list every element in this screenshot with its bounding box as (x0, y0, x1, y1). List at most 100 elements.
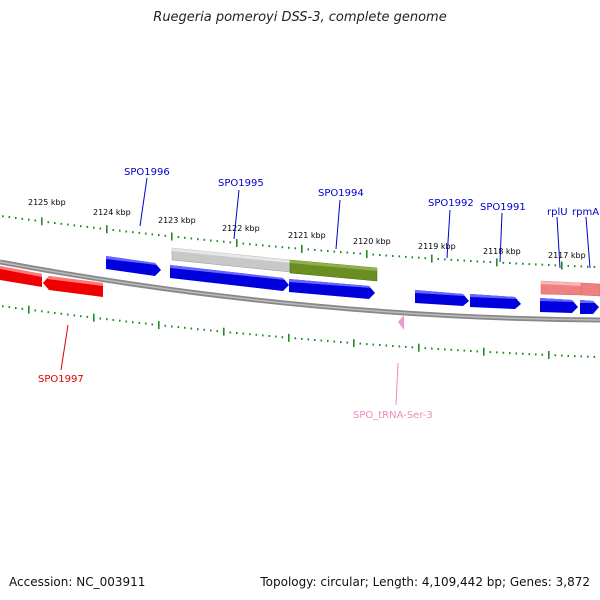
outer-tick-minor (177, 236, 180, 239)
outer-tick-major (301, 244, 303, 253)
inner-tick-minor (444, 348, 446, 351)
outer-tick-minor (476, 260, 479, 263)
gene-label-SPO1994[interactable]: SPO1994 (318, 188, 364, 199)
inner-tick-major (353, 339, 355, 348)
gene-arrow-SPO1994[interactable] (289, 279, 375, 299)
gene-arrow-SPO1991[interactable] (470, 294, 521, 309)
outer-tick-minor (489, 261, 492, 264)
outer-tick-minor (223, 240, 225, 243)
gene-label-rplU[interactable]: rplU (547, 207, 568, 218)
outer-tick-minor (2, 215, 4, 218)
kbp-label-2119: 2119 kbp (418, 242, 456, 251)
inner-tick-minor (372, 343, 375, 346)
inner-tick-minor (450, 348, 453, 351)
outer-tick-minor (119, 229, 121, 232)
outer-tick-minor (379, 254, 381, 256)
outer-tick-minor (125, 230, 128, 233)
outer-tick-minor (437, 258, 440, 260)
gene-SPO1994-selected[interactable] (289, 259, 378, 282)
outer-tick-minor (132, 231, 134, 234)
outer-tick-minor (307, 248, 310, 251)
outer-tick-minor (587, 265, 589, 268)
inner-tick-minor (112, 319, 115, 321)
outer-tick-minor (210, 239, 212, 242)
inner-tick-minor (275, 335, 277, 338)
inner-tick-minor (184, 326, 186, 329)
inner-tick-minor (327, 340, 329, 342)
gene-label-SPO1996[interactable]: SPO1996 (124, 167, 170, 178)
outer-tick-minor (73, 224, 76, 227)
inner-tick-minor (119, 319, 121, 322)
outer-tick-minor (541, 263, 544, 266)
inner-tick-minor (8, 306, 11, 309)
outer-tick-row (2, 215, 596, 270)
outer-tick-minor (509, 262, 511, 265)
kbp-label-2117: 2117 kbp (548, 251, 586, 260)
inner-tick-minor (366, 343, 368, 346)
inner-tick-minor (541, 353, 544, 356)
inner-tick-minor (145, 322, 147, 325)
leader-SPO1995 (233, 189, 240, 240)
inner-tick-minor (509, 352, 511, 355)
genome-summary-text: Topology: circular; Length: 4,109,442 bp… (260, 575, 590, 589)
outer-tick-minor (21, 217, 24, 220)
trna-marker-SPO_tRNA-Ser-3[interactable] (398, 315, 404, 330)
gene-label-SPO_tRNA-Ser-3[interactable]: SPO_tRNA-Ser-3 (353, 410, 433, 421)
outer-tick-major (41, 217, 43, 226)
outer-tick-minor (138, 231, 141, 234)
gene-label-rpmA[interactable]: rpmA (572, 207, 599, 218)
outer-tick-minor (229, 241, 232, 244)
outer-tick-minor (411, 256, 414, 259)
inner-tick-major (28, 305, 30, 314)
inner-tick-minor (515, 352, 518, 355)
outer-tick-minor (567, 264, 570, 267)
outer-tick-minor (535, 263, 537, 266)
gene-label-SPO1997[interactable]: SPO1997 (38, 374, 84, 385)
outer-tick-minor (522, 262, 524, 265)
outer-tick-minor (80, 225, 82, 228)
inner-tick-minor (268, 335, 271, 337)
inner-tick-minor (457, 349, 459, 352)
outer-tick-minor (47, 221, 50, 224)
gene-arrow-rplU[interactable] (540, 298, 578, 313)
feature-bar-rplU[interactable] (540, 280, 582, 296)
gene-arrow-SPO1992[interactable] (415, 290, 469, 306)
inner-tick-minor (359, 342, 362, 345)
gene-label-SPO1992[interactable]: SPO1992 (428, 198, 474, 209)
inner-tick-minor (21, 307, 24, 310)
inner-tick-minor (294, 337, 297, 340)
feature-bar-rpmA[interactable] (580, 282, 600, 297)
gene-arrow-SPO1997[interactable] (43, 276, 103, 297)
outer-tick-minor (424, 257, 427, 260)
gene-block-left-edge[interactable] (0, 266, 42, 287)
gene-arrow-SPO1995[interactable] (170, 265, 289, 291)
inner-tick-minor (307, 338, 310, 341)
kbp-label-2120: 2120 kbp (353, 237, 391, 246)
inner-tick-minor (203, 328, 206, 331)
outer-tick-major (561, 261, 563, 270)
inner-tick-minor (262, 334, 264, 337)
reverse-genes (0, 266, 103, 297)
inner-tick-minor (392, 345, 394, 347)
inner-tick-minor (47, 311, 50, 314)
gene-arrow-SPO1996[interactable] (106, 256, 161, 276)
outer-tick-minor (249, 243, 251, 246)
inner-tick-minor (528, 353, 531, 356)
forward-genes (106, 256, 599, 314)
outer-tick-minor (275, 245, 277, 248)
outer-tick-major (171, 232, 173, 241)
gene-label-SPO1991[interactable]: SPO1991 (480, 202, 526, 213)
inner-tick-minor (67, 313, 69, 316)
gene-arrow-rpmA[interactable] (580, 300, 599, 314)
leader-SPO1996 (139, 177, 148, 227)
kbp-labels: 2125 kbp 2124 kbp 2123 kbp 2122 kbp 2121… (28, 198, 586, 260)
label-leader-lines (60, 177, 591, 406)
inner-tick-minor (151, 323, 154, 326)
inner-tick-minor (333, 340, 336, 343)
outer-tick-minor (333, 250, 336, 253)
outer-tick-minor (502, 261, 505, 264)
kbp-label-2125: 2125 kbp (28, 198, 66, 207)
gene-label-SPO1995[interactable]: SPO1995 (218, 178, 264, 189)
outer-tick-minor (548, 264, 550, 266)
inner-tick-major (418, 343, 420, 352)
